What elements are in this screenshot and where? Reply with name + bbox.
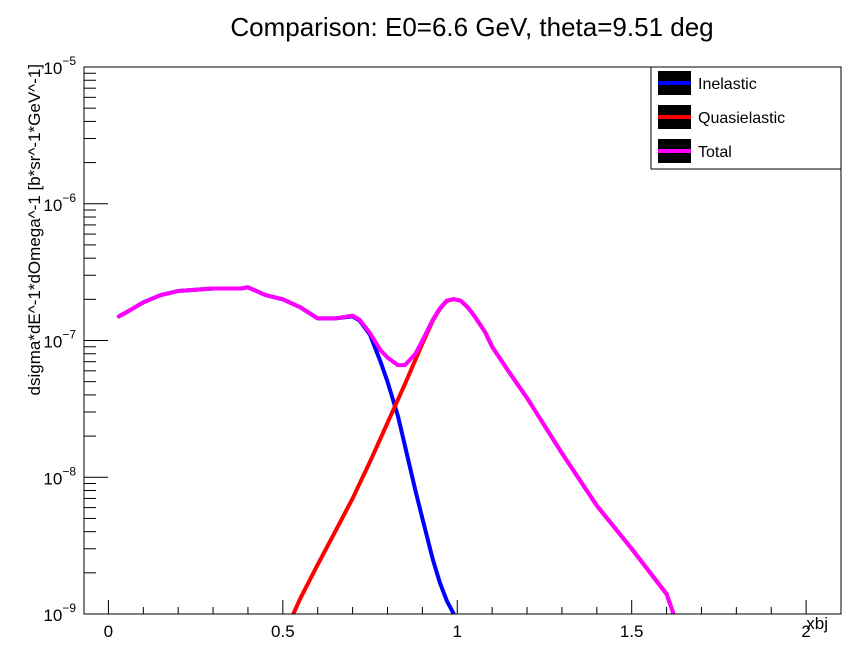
series-layer: [116, 285, 676, 614]
x-axis-label: xbj: [806, 614, 828, 633]
chart-title: Comparison: E0=6.6 GeV, theta=9.51 deg: [230, 12, 713, 42]
y-axis-label: dsigma*dE^-1*dOmega^-1 [b*sr^-1*GeV^-1]: [25, 64, 44, 395]
x-tick-label: 0: [104, 622, 113, 641]
x-axis-ticks: 0 0.5 1 1.5 2: [104, 600, 811, 641]
legend-label-quasielastic: Quasielastic: [698, 110, 785, 127]
legend-label-total: Total: [698, 144, 732, 161]
y-tick-label: 10−6: [43, 191, 76, 215]
y-tick-label: 10−8: [43, 464, 76, 488]
series-line-inelastic: [116, 285, 456, 614]
x-tick-label: 2: [801, 622, 810, 641]
legend: Inelastic Quasielastic Total: [650, 66, 842, 170]
x-tick-label: 1: [453, 622, 462, 641]
legend-entry-total: Total: [658, 139, 732, 163]
series-line-total: [116, 285, 676, 614]
y-tick-label: 10−9: [43, 601, 76, 625]
legend-entry-inelastic: Inelastic: [658, 71, 757, 95]
legend-entry-quasielastic: Quasielastic: [658, 105, 785, 129]
x-tick-label: 0.5: [271, 622, 295, 641]
y-tick-label: 10−7: [43, 328, 76, 352]
y-tick-label: 10−5: [43, 54, 76, 78]
legend-label-inelastic: Inelastic: [698, 76, 757, 93]
x-tick-label: 1.5: [620, 622, 644, 641]
series-line-quasielastic: [291, 297, 676, 614]
y-axis-ticks: 10−9 10−8 10−7 10−6 10−5: [43, 54, 108, 625]
